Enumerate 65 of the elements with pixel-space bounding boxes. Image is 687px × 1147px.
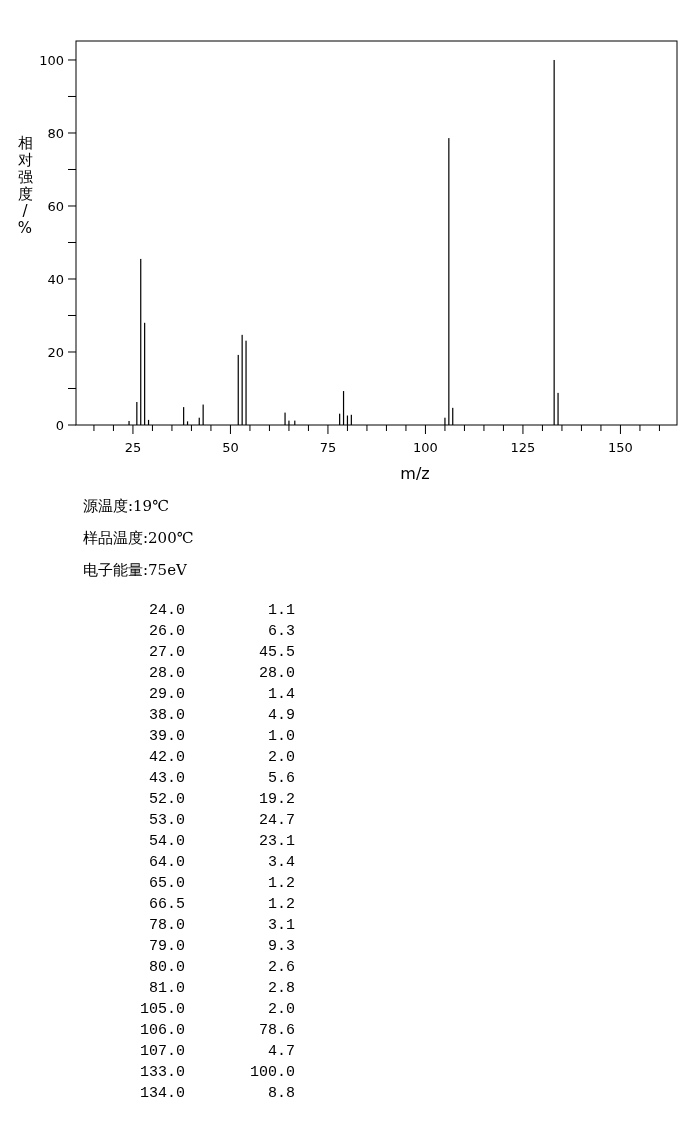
x-tick-label: 100 bbox=[413, 440, 438, 455]
text: 78.6 bbox=[258, 1022, 295, 1039]
x-axis-title: m/z bbox=[400, 464, 430, 483]
text: 1.2 bbox=[267, 875, 295, 892]
text: 64.0 bbox=[148, 854, 185, 871]
x-tick-label: 50 bbox=[222, 440, 239, 455]
text: 66.5 bbox=[148, 896, 185, 913]
text: 3.1 bbox=[267, 917, 295, 934]
text: 6.3 bbox=[267, 623, 295, 640]
text: 1.0 bbox=[267, 728, 295, 745]
text: 79.0 bbox=[148, 938, 185, 955]
text: 9.3 bbox=[267, 938, 295, 955]
x-tick-label: 125 bbox=[510, 440, 536, 455]
text: 29.0 bbox=[148, 686, 185, 703]
text: 133.0 bbox=[139, 1064, 185, 1081]
text: 106.0 bbox=[139, 1022, 185, 1039]
text: 54.0 bbox=[148, 833, 185, 850]
text: 电子能量:75eV bbox=[83, 561, 189, 579]
text: 23.1 bbox=[258, 833, 295, 850]
text: 1.2 bbox=[267, 896, 295, 913]
text: 2.8 bbox=[267, 980, 295, 997]
text: 42.0 bbox=[148, 749, 185, 766]
y-tick-label: 100 bbox=[39, 52, 64, 68]
y-tick-label: 80 bbox=[47, 125, 64, 141]
text: 1.4 bbox=[267, 686, 295, 703]
y-axis-title: 相对强度/% bbox=[17, 134, 33, 237]
text: 81.0 bbox=[148, 980, 185, 997]
y-tick-label: 40 bbox=[47, 271, 64, 287]
text: 24.7 bbox=[258, 812, 295, 829]
text: 43.0 bbox=[148, 770, 185, 787]
text: 45.5 bbox=[258, 644, 295, 661]
text: 27.0 bbox=[148, 644, 185, 661]
text: 2.6 bbox=[267, 959, 295, 976]
text: 4.9 bbox=[267, 707, 295, 724]
text: 107.0 bbox=[139, 1043, 185, 1060]
text: 26.0 bbox=[148, 623, 185, 640]
text: 53.0 bbox=[148, 812, 185, 829]
text: 2.0 bbox=[267, 749, 295, 766]
text: 3.4 bbox=[267, 854, 295, 871]
text: 105.0 bbox=[139, 1001, 185, 1018]
text: 源温度:19℃ bbox=[83, 497, 169, 515]
text: 2.0 bbox=[267, 1001, 295, 1018]
text: 100.0 bbox=[249, 1064, 295, 1081]
text: 5.6 bbox=[267, 770, 295, 787]
text: 134.0 bbox=[139, 1085, 185, 1102]
x-tick-label: 25 bbox=[124, 440, 142, 455]
text: 8.8 bbox=[267, 1085, 295, 1102]
x-tick-label: 75 bbox=[319, 440, 337, 455]
text: 28.0 bbox=[148, 665, 185, 682]
text: 19.2 bbox=[258, 791, 295, 808]
y-tick-label: 60 bbox=[47, 198, 64, 214]
text: 1.1 bbox=[267, 602, 295, 619]
y-tick-label: 20 bbox=[47, 345, 64, 360]
text: 样品温度:200℃ bbox=[83, 529, 194, 547]
text: 28.0 bbox=[258, 665, 295, 682]
text: 24.0 bbox=[148, 602, 185, 619]
text: 39.0 bbox=[148, 728, 185, 745]
y-tick-label: 0 bbox=[55, 418, 64, 433]
x-tick-label: 150 bbox=[608, 440, 633, 455]
text: 38.0 bbox=[148, 707, 185, 724]
text: 65.0 bbox=[148, 875, 185, 892]
text: 4.7 bbox=[267, 1043, 295, 1060]
text: 78.0 bbox=[148, 917, 185, 934]
text: 80.0 bbox=[148, 959, 185, 976]
text: 52.0 bbox=[148, 791, 185, 808]
